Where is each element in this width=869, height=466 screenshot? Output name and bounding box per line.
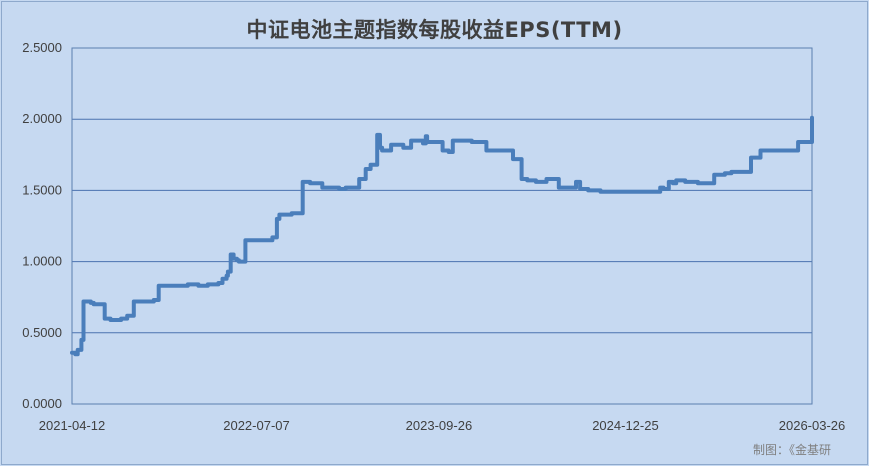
y-axis-tick-labels: 0.0000 0.5000 1.0000 1.5000 2.0000 2.5000 (22, 40, 62, 411)
x-tick-label: 2023-09-26 (406, 418, 473, 433)
plot-area-border (71, 47, 813, 405)
gridlines (71, 47, 813, 405)
x-tick-label: 2024-12-25 (592, 418, 659, 433)
y-tick-label: 0.0000 (22, 396, 62, 411)
y-tick-label: 1.5000 (22, 182, 62, 197)
chart-title: 中证电池主题指数每股收益EPS(TTM) (246, 18, 623, 42)
eps-series-line (70, 115, 814, 357)
y-tick-label: 2.0000 (22, 111, 62, 126)
x-tick-label: 2026-03-26 (779, 418, 846, 433)
x-tick-label: 2021-04-12 (39, 418, 106, 433)
y-tick-label: 1.0000 (22, 254, 62, 269)
x-axis-tick-labels: 2021-04-12 2022-07-07 2023-09-26 2024-12-25… (39, 418, 846, 433)
y-tick-label: 2.5000 (22, 40, 62, 55)
x-tick-label: 2022-07-07 (223, 418, 290, 433)
y-tick-label: 0.5000 (22, 325, 62, 340)
source-note: 制图：《金基研 (752, 443, 831, 457)
